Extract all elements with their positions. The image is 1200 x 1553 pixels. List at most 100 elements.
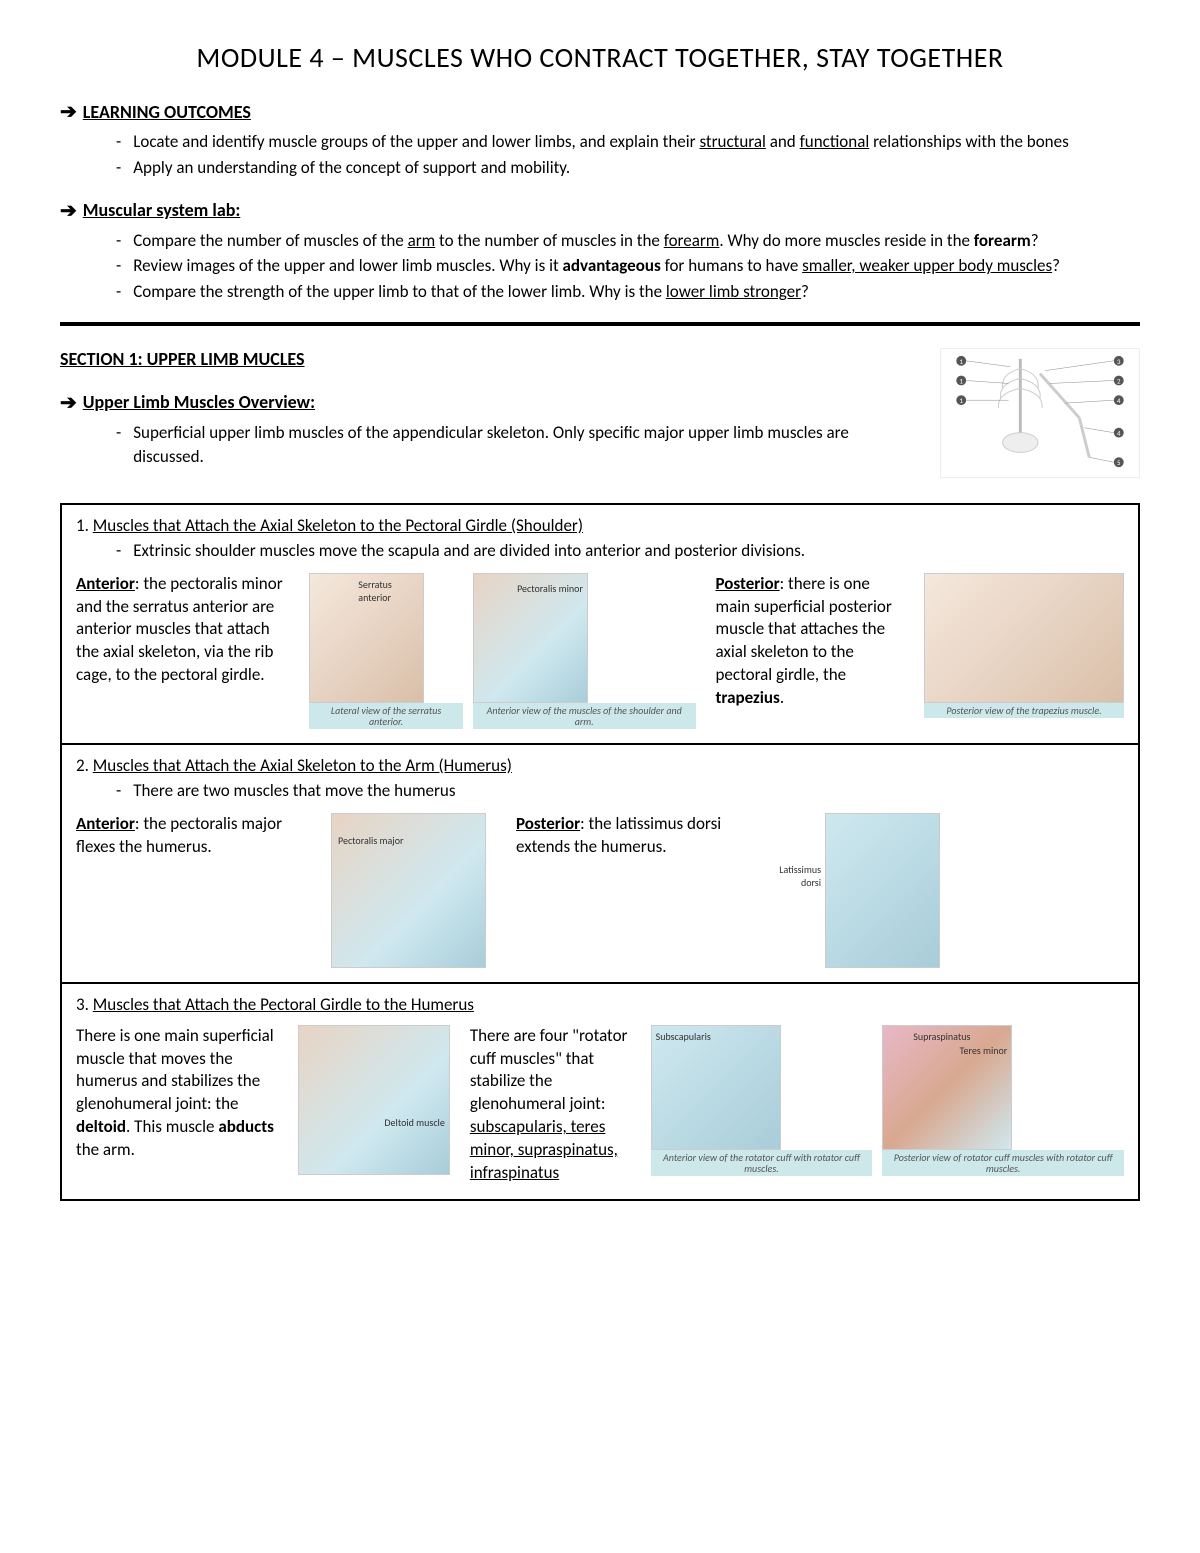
svg-text:5: 5 <box>1117 458 1121 467</box>
svg-text:2: 2 <box>1117 376 1121 385</box>
dash-icon: - <box>116 130 121 154</box>
learning-outcomes-label: LEARNING OUTCOMES <box>83 101 251 123</box>
skeleton-thumbnail: 1 1 1 3 2 4 4 5 <box>940 348 1140 478</box>
learning-outcomes-heading: ➔ LEARNING OUTCOMES <box>60 99 1140 124</box>
text: Extrinsic shoulder muscles move the scap… <box>133 540 805 561</box>
arrow-icon: ➔ <box>60 198 77 223</box>
box2-anterior-text: Anterior: the pectoralis major flexes th… <box>76 813 311 859</box>
anatomy-image <box>825 813 940 968</box>
dash-icon: - <box>116 156 121 180</box>
lab-list: - Compare the number of muscles of the a… <box>116 229 1140 304</box>
svg-text:4: 4 <box>1117 429 1121 438</box>
text-bold: forearm <box>974 230 1031 251</box>
svg-text:1: 1 <box>959 376 963 385</box>
text-underline: functional <box>800 131 870 152</box>
text-underline: structural <box>699 131 765 152</box>
text-underline: arm <box>408 230 436 251</box>
box-section-1: 1. Muscles that Attach the Axial Skeleto… <box>62 505 1138 745</box>
image-label: Pectoralis major <box>338 834 403 847</box>
dash-icon: - <box>116 421 121 469</box>
text-bold: advantageous <box>563 255 661 276</box>
anatomy-image <box>924 573 1124 703</box>
text: Compare the strength of the upper limb t… <box>133 281 666 302</box>
box1-columns: Anterior: the pectoralis minor and the s… <box>76 573 1124 729</box>
muscles-box: 1. Muscles that Attach the Axial Skeleto… <box>60 503 1140 1202</box>
text: Locate and identify muscle groups of the… <box>133 131 699 152</box>
text: ? <box>801 281 809 302</box>
image-label: Deltoid muscle <box>384 1116 444 1129</box>
box1-title: 1. Muscles that Attach the Axial Skeleto… <box>76 515 1124 536</box>
dash-icon: - <box>116 540 121 561</box>
arrow-icon: ➔ <box>60 99 77 124</box>
image-caption: Anterior view of the muscles of the shou… <box>473 703 696 729</box>
text-underline: lower limb stronger <box>666 281 801 302</box>
anatomy-image: Pectoralis major <box>331 813 486 968</box>
list-item: - Compare the number of muscles of the a… <box>116 229 1140 253</box>
svg-text:4: 4 <box>1117 396 1121 405</box>
image-label: Teres minor <box>960 1044 1008 1057</box>
text: Compare the number of muscles of the <box>133 230 407 251</box>
learning-outcomes-list: - Locate and identify muscle groups of t… <box>116 130 1140 180</box>
image-label: Pectoralis minor <box>517 582 583 595</box>
text: relationships with the bones <box>869 131 1068 152</box>
box3-columns: There is one main superficial muscle tha… <box>76 1025 1124 1186</box>
box3-title: 3. Muscles that Attach the Pectoral Gird… <box>76 994 1124 1015</box>
text: to the number of muscles in the <box>435 230 664 251</box>
section1-header: SECTION 1: UPPER LIMB MUCLES <box>60 348 920 370</box>
dash-icon: - <box>116 254 121 278</box>
overview-label: Upper Limb Muscles Overview: <box>83 391 315 413</box>
text: Superficial upper limb muscles of the ap… <box>133 421 920 469</box>
module-title: MODULE 4 – MUSCLES WHO CONTRACT TOGETHER… <box>60 40 1140 75</box>
list-item: - Locate and identify muscle groups of t… <box>116 130 1140 154</box>
anatomy-image: Deltoid muscle <box>298 1025 450 1175</box>
svg-text:1: 1 <box>959 396 963 405</box>
image-label: Subscapularis <box>656 1030 711 1043</box>
lab-heading: ➔ Muscular system lab: <box>60 198 1140 223</box>
text: Apply an understanding of the concept of… <box>133 156 1140 180</box>
box2-sub: - There are two muscles that move the hu… <box>116 780 1124 801</box>
box1-posterior-image: Posterior view of the trapezius muscle. <box>924 573 1124 718</box>
box-section-2: 2. Muscles that Attach the Axial Skeleto… <box>62 745 1138 984</box>
list-item: - Review images of the upper and lower l… <box>116 254 1140 278</box>
box1-anterior-images: Serratus anterior Lateral view of the se… <box>309 573 695 729</box>
box3-right-images: Subscapularis Anterior view of the rotat… <box>651 1025 1124 1176</box>
text: ? <box>1031 230 1039 251</box>
box2-posterior-text: Posterior: the latissimus dorsi extends … <box>516 813 751 859</box>
box1-posterior-text: Posterior: there is one main superficial… <box>716 573 905 711</box>
anatomy-image: Supraspinatus Teres minor <box>882 1025 1012 1150</box>
image-label: Serratus anterior <box>358 578 423 604</box>
box1-sub: - Extrinsic shoulder muscles move the sc… <box>116 540 1124 561</box>
overview-heading: ➔ Upper Limb Muscles Overview: <box>60 390 920 415</box>
text: . Why do more muscles reside in the <box>719 230 973 251</box>
box2-title: 2. Muscles that Attach the Axial Skeleto… <box>76 755 1124 776</box>
svg-text:3: 3 <box>1117 357 1121 366</box>
text: and <box>766 131 800 152</box>
dash-icon: - <box>116 229 121 253</box>
image-caption: Anterior view of the rotator cuff with r… <box>651 1150 873 1176</box>
anatomy-image: Pectoralis minor <box>473 573 588 703</box>
svg-text:1: 1 <box>959 357 963 366</box>
image-caption: Posterior view of rotator cuff muscles w… <box>882 1150 1124 1176</box>
image-label: Latissimus dorsi <box>771 863 821 889</box>
text-underline: forearm <box>664 230 720 251</box>
list-item: - Superficial upper limb muscles of the … <box>116 421 920 469</box>
lab-label: Muscular system lab: <box>83 199 241 221</box>
image-caption: Posterior view of the trapezius muscle. <box>924 703 1124 718</box>
list-item: - Apply an understanding of the concept … <box>116 156 1140 180</box>
box2-columns: Anterior: the pectoralis major flexes th… <box>76 813 1124 968</box>
overview-list: - Superficial upper limb muscles of the … <box>116 421 920 469</box>
section1-overview: SECTION 1: UPPER LIMB MUCLES ➔ Upper Lim… <box>60 348 1140 487</box>
box1-anterior-text: Anterior: the pectoralis minor and the s… <box>76 573 289 688</box>
text: Review images of the upper and lower lim… <box>133 255 562 276</box>
anatomy-image: Subscapularis <box>651 1025 781 1150</box>
list-item: - Compare the strength of the upper limb… <box>116 280 1140 304</box>
box-section-3: 3. Muscles that Attach the Pectoral Gird… <box>62 984 1138 1200</box>
text-underline: smaller, weaker upper body muscles <box>802 255 1052 276</box>
dash-icon: - <box>116 780 121 801</box>
image-label: Supraspinatus <box>913 1030 970 1043</box>
anatomy-image: Serratus anterior <box>309 573 424 703</box>
dash-icon: - <box>116 280 121 304</box>
section-divider <box>60 322 1140 326</box>
text: ? <box>1052 255 1060 276</box>
text: There are two muscles that move the hume… <box>133 780 455 801</box>
